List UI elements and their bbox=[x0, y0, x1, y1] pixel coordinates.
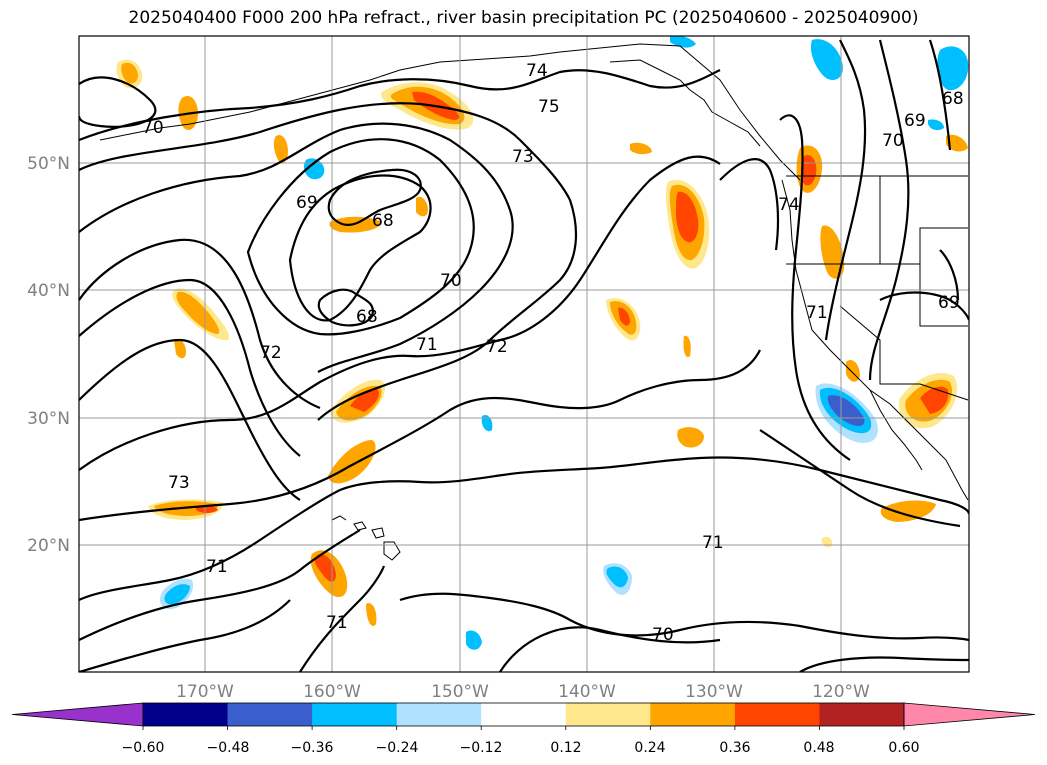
precip-patch bbox=[606, 566, 628, 588]
lon-label: 170°W bbox=[176, 682, 234, 702]
precip-patch bbox=[630, 142, 652, 155]
contour-label: 70 bbox=[440, 271, 462, 291]
precip-patch bbox=[676, 191, 699, 243]
colorbar-frame bbox=[142, 702, 905, 727]
lon-label: 140°W bbox=[558, 682, 616, 702]
precip-patch bbox=[366, 603, 377, 626]
precip-patch bbox=[677, 427, 704, 448]
colorbar-segment bbox=[565, 703, 651, 726]
colorbar-tick-label: −0.36 bbox=[291, 740, 334, 756]
colorbar-segment bbox=[734, 703, 820, 726]
precip-patch bbox=[928, 119, 944, 131]
precipitation-fill bbox=[116, 36, 969, 650]
contour-label: 72 bbox=[260, 343, 282, 363]
precip-patch bbox=[920, 386, 949, 414]
colorbar-tick-label: −0.60 bbox=[122, 740, 165, 756]
contour-labels: 74 75 73 70 69 68 70 68 71 72 72 73 71 7… bbox=[142, 61, 964, 645]
contour-label: 71 bbox=[806, 303, 828, 323]
precip-patch bbox=[164, 584, 190, 605]
contour-label: 70 bbox=[652, 625, 674, 645]
precip-patch bbox=[121, 62, 138, 84]
precip-patch bbox=[273, 134, 288, 163]
precip-patch bbox=[821, 536, 833, 548]
lon-label: 150°W bbox=[431, 682, 489, 702]
contour-label: 74 bbox=[778, 195, 800, 215]
contour-label: 71 bbox=[206, 557, 228, 577]
precip-patch bbox=[328, 440, 376, 484]
colorbar-tick-label: −0.24 bbox=[376, 740, 419, 756]
lon-label: 130°W bbox=[685, 682, 743, 702]
colorbar-segment bbox=[143, 703, 229, 726]
colorbar-extend-high bbox=[903, 702, 1036, 727]
precip-patch bbox=[350, 388, 380, 412]
lat-label: 50°N bbox=[27, 154, 70, 174]
contour-label: 69 bbox=[904, 111, 926, 131]
colorbar-segment bbox=[650, 703, 736, 726]
lon-label: 120°W bbox=[812, 682, 870, 702]
contour-label: 68 bbox=[356, 307, 378, 327]
precip-patch bbox=[174, 338, 186, 359]
precip-patch bbox=[314, 554, 336, 582]
colorbar-segment bbox=[312, 703, 398, 726]
precip-patch bbox=[810, 39, 843, 81]
contour-label: 72 bbox=[486, 337, 508, 357]
colorbar-tick-labels: −0.60 −0.48 −0.36 −0.24 −0.12 0.12 0.24 … bbox=[122, 740, 920, 756]
precip-patch bbox=[466, 630, 482, 650]
colorbar-segment bbox=[819, 703, 905, 726]
precip-patch bbox=[820, 225, 845, 279]
map-frame bbox=[78, 35, 970, 673]
graticule bbox=[79, 36, 969, 672]
colorbar-tick-label: 0.60 bbox=[888, 740, 919, 756]
precip-patch bbox=[683, 335, 691, 358]
contour-label: 71 bbox=[416, 335, 438, 355]
colorbar-tick-label: 0.36 bbox=[719, 740, 750, 756]
contour-label: 69 bbox=[938, 293, 960, 313]
refractivity-contours bbox=[79, 39, 969, 672]
precip-patch bbox=[946, 134, 968, 152]
colorbar-tick-label: 0.12 bbox=[550, 740, 581, 756]
colorbar-tick-label: −0.12 bbox=[460, 740, 503, 756]
colorbar-extend-low bbox=[11, 702, 144, 727]
precip-patch bbox=[416, 196, 428, 217]
contour-label: 71 bbox=[326, 613, 348, 633]
precip-patch bbox=[880, 500, 936, 522]
lat-axis-labels: 50°N 40°N 30°N 20°N bbox=[27, 154, 70, 556]
colorbar-tick-label: −0.48 bbox=[207, 740, 250, 756]
colorbar-segment bbox=[227, 703, 313, 726]
precip-patch bbox=[303, 158, 325, 180]
lon-label: 160°W bbox=[303, 682, 361, 702]
colorbar-tick-label: 0.48 bbox=[803, 740, 834, 756]
contour-label: 69 bbox=[296, 193, 318, 213]
lat-label: 30°N bbox=[27, 409, 70, 429]
colorbar-segment bbox=[396, 703, 482, 726]
precip-patch bbox=[670, 36, 696, 48]
precip-patch bbox=[937, 46, 969, 91]
contour-label: 71 bbox=[702, 533, 724, 553]
colorbar bbox=[11, 702, 1036, 730]
contour-label: 75 bbox=[538, 97, 560, 117]
contour-label: 74 bbox=[526, 61, 548, 81]
contour-label: 68 bbox=[942, 89, 964, 109]
precip-patch bbox=[481, 414, 493, 432]
lat-label: 20°N bbox=[27, 536, 70, 556]
lon-axis-labels: 170°W 160°W 150°W 140°W 130°W 120°W bbox=[176, 682, 870, 702]
map-title: 2025040400 F000 200 hPa refract., river … bbox=[128, 8, 919, 28]
contour-label: 73 bbox=[512, 147, 534, 167]
precip-patch bbox=[618, 307, 630, 326]
contour-label: 70 bbox=[882, 131, 904, 151]
contour-label: 73 bbox=[168, 473, 190, 493]
lat-label: 40°N bbox=[27, 281, 70, 301]
contour-label: 70 bbox=[142, 118, 164, 138]
colorbar-segment bbox=[481, 703, 567, 726]
coastlines bbox=[99, 43, 969, 561]
precip-patch bbox=[176, 291, 220, 334]
contour-label: 68 bbox=[372, 211, 394, 231]
colorbar-tick-label: 0.24 bbox=[634, 740, 665, 756]
